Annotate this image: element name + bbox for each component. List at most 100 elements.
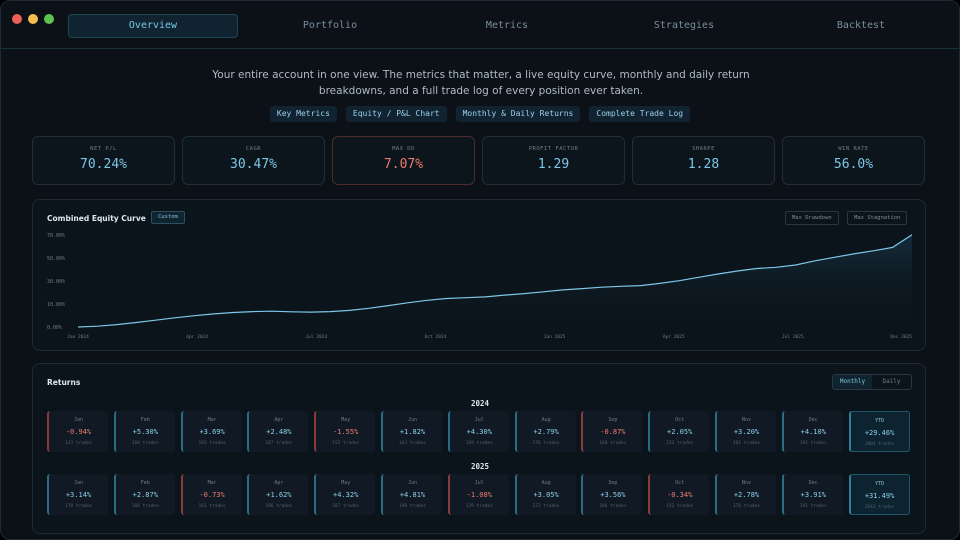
month-return: +2.48% <box>266 428 292 436</box>
kpi-card-max-dd: MAX DD 7.07% <box>332 136 475 185</box>
month-cell[interactable]: Jun +1.82% 163 trades <box>381 411 442 452</box>
kpi-label: PROFIT FACTOR <box>528 146 579 152</box>
month-cell[interactable]: Nov +3.20% 181 trades <box>715 411 776 452</box>
chip-equity-chart[interactable]: Equity / P&L Chart <box>345 106 447 122</box>
month-trades: 186 trades <box>599 504 627 509</box>
month-label: Apr <box>274 417 284 423</box>
month-cell[interactable]: May -1.55% 155 trades <box>314 411 376 452</box>
max-drawdown-button[interactable]: Max Drawdown <box>785 211 839 225</box>
month-cell[interactable]: Dec +4.10% 192 trades <box>781 411 843 452</box>
month-trades: 143 trades <box>64 441 93 446</box>
month-return: +4.32% <box>333 491 359 499</box>
month-return: +4.10% <box>800 428 826 436</box>
y-tick-label: 10.00% <box>47 302 65 308</box>
month-trades: 2004 trades <box>864 442 895 447</box>
month-cell[interactable]: Dec +3.91% 192 trades <box>781 474 843 515</box>
month-trades: 152 trades <box>666 504 694 509</box>
chip-trade-log[interactable]: Complete Trade Log <box>589 106 691 122</box>
tab-backtest[interactable]: Backtest <box>836 20 886 31</box>
toggle-daily[interactable]: Daily <box>882 378 901 385</box>
month-return: +3.14% <box>65 491 92 499</box>
returns-view-toggle: Monthly Daily <box>832 374 912 390</box>
month-cell[interactable]: Sep -0.87% 168 trades <box>581 411 643 452</box>
kpi-card-net-pl: NET P/L 70.24% <box>32 136 175 185</box>
month-trades: 176 trades <box>732 504 761 509</box>
maximize-window-icon[interactable] <box>44 14 54 24</box>
equity-title: Combined Equity Curve <box>47 214 146 223</box>
month-cell[interactable]: Sep +3.56% 186 trades <box>581 474 643 515</box>
month-label: Aug <box>541 417 551 423</box>
kpi-value: 70.24% <box>80 157 127 172</box>
month-trades: 187 trades <box>265 441 293 446</box>
year-label: 2024 <box>470 399 490 408</box>
month-label: Jul <box>474 417 484 423</box>
month-cell[interactable]: Feb +5.30% 160 trades <box>113 411 175 452</box>
month-trades: 193 trades <box>198 441 226 446</box>
month-trades: 168 trades <box>599 441 627 446</box>
month-cell[interactable]: Oct -0.34% 152 trades <box>648 474 710 515</box>
kpi-label: MAX DD <box>392 146 415 152</box>
month-return: +2.78% <box>733 491 760 499</box>
month-cell[interactable]: Nov +2.78% 176 trades <box>715 474 776 515</box>
x-tick-label: Oct 2024 <box>425 334 447 340</box>
month-trades: 192 trades <box>799 504 827 509</box>
month-cell[interactable]: May +4.32% 187 trades <box>314 474 376 515</box>
custom-badge[interactable]: Custom <box>151 211 185 224</box>
month-trades: 160 trades <box>131 441 159 446</box>
month-cell[interactable]: Jul -1.08% 129 trades <box>447 474 509 515</box>
tab-portfolio[interactable]: Portfolio <box>302 20 358 31</box>
month-label: Feb <box>140 480 150 486</box>
ytd-cell[interactable]: YTD +29.46% 2004 trades <box>848 411 910 452</box>
x-tick-label: Jul 2024 <box>305 334 327 340</box>
month-trades: 2043 trades <box>864 505 895 510</box>
kpi-label: WIN RATE <box>838 146 869 152</box>
month-return: +31.49% <box>864 492 895 500</box>
intro-line-2: breakdowns, and a full trade log of ever… <box>318 85 644 97</box>
month-return: -0.87% <box>600 428 626 436</box>
month-cell[interactable]: Jun +4.81% 198 trades <box>381 474 442 515</box>
month-cell[interactable]: Apr +1.62% 186 trades <box>247 474 309 515</box>
x-tick-label: Jan 2025 <box>544 334 566 340</box>
minimize-window-icon[interactable] <box>28 14 38 24</box>
tab-metrics[interactable]: Metrics <box>485 20 529 31</box>
max-stagnation-button[interactable]: Max Stagnation <box>847 211 908 225</box>
month-trades: 129 trades <box>465 504 493 509</box>
equity-chart: 70.00% 50.00% 30.00% 10.00% 0.00% Jan 2024 Apr… <box>47 233 913 340</box>
month-label: Jul <box>474 480 484 486</box>
month-cell[interactable]: Oct +2.05% 153 trades <box>648 411 710 452</box>
tab-overview[interactable]: Overview <box>68 14 238 38</box>
month-return: +29.46% <box>864 429 895 437</box>
month-cell[interactable]: Apr +2.48% 187 trades <box>247 411 309 452</box>
month-return: -0.34% <box>667 491 693 499</box>
intro-line-1: Your entire account in one view. The met… <box>212 69 750 81</box>
month-cell[interactable]: Mar -0.73% 161 trades <box>180 474 242 515</box>
y-tick-label: 70.00% <box>47 233 65 239</box>
month-cell[interactable]: Jan -0.94% 143 trades <box>47 411 108 452</box>
month-trades: 155 trades <box>332 441 360 446</box>
month-return: +3.05% <box>533 491 559 499</box>
month-cell[interactable]: Mar +3.69% 193 trades <box>180 411 242 452</box>
month-return: +5.30% <box>132 428 158 436</box>
close-window-icon[interactable] <box>12 14 22 24</box>
month-return: +3.56% <box>600 491 626 499</box>
month-trades: 181 trades <box>732 441 761 446</box>
month-cell[interactable]: Jan +3.14% 178 trades <box>47 474 108 515</box>
month-return: +3.69% <box>199 428 225 436</box>
tab-strategies[interactable]: Strategies <box>653 20 715 31</box>
chip-returns[interactable]: Monthly & Daily Returns <box>455 106 581 122</box>
month-cell[interactable]: Aug +3.05% 172 trades <box>514 474 576 515</box>
month-trades: 161 trades <box>198 504 226 509</box>
chip-key-metrics[interactable]: Key Metrics <box>269 106 337 122</box>
month-return: +2.87% <box>132 491 158 499</box>
month-label: Jun <box>407 417 418 423</box>
month-label: Aug <box>541 480 551 486</box>
month-cell[interactable]: Jul +4.30% 169 trades <box>447 411 509 452</box>
ytd-cell[interactable]: YTD +31.49% 2043 trades <box>848 474 910 515</box>
month-cell[interactable]: Feb +2.87% 166 trades <box>113 474 175 515</box>
month-cell[interactable]: Aug +2.79% 176 trades <box>514 411 576 452</box>
y-tick-label: 0.00% <box>47 325 62 331</box>
month-label: Nov <box>741 480 752 486</box>
toggle-monthly[interactable]: Monthly <box>833 375 872 389</box>
equity-area <box>78 234 912 327</box>
month-label: Oct <box>675 480 685 486</box>
